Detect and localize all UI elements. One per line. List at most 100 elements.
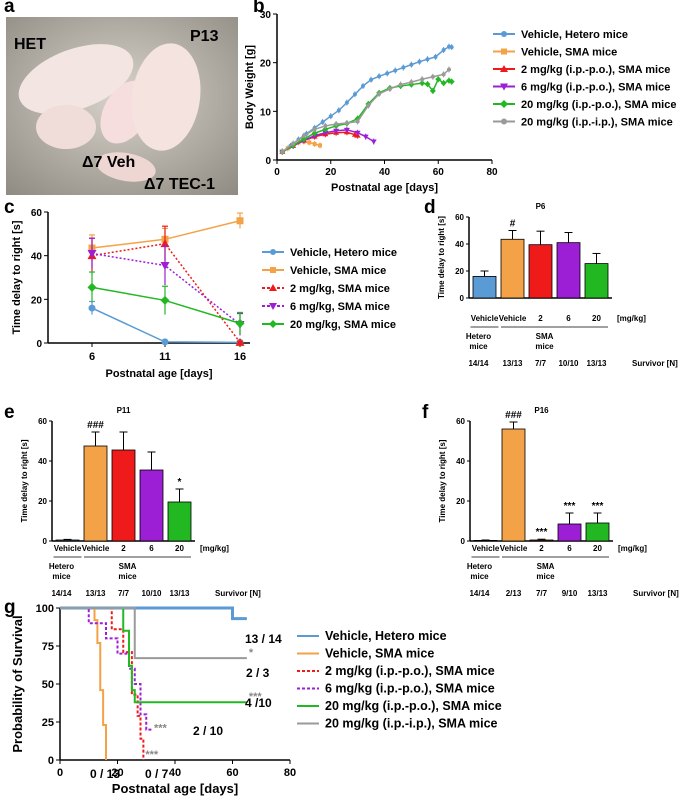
b-point — [312, 127, 317, 132]
g-legend-label-2: 2 mg/kg (i.p.-p.o.), SMA mice — [325, 664, 495, 678]
b-point — [419, 80, 426, 87]
panel-letter-b: b — [253, 0, 265, 17]
b-legend-label-2: 2 mg/kg (i.p.-p.o.), SMA mice — [521, 64, 670, 76]
f-group-label-1b: mice — [536, 572, 555, 581]
b-point — [385, 71, 390, 76]
b-ylabel: Body Weight [g] — [244, 45, 256, 129]
g-star-3: *** — [154, 723, 168, 735]
e-group-label-1b: mice — [118, 572, 137, 581]
c-series-line-2 — [91, 242, 241, 343]
photo-label-het: HET — [14, 36, 46, 53]
b-point — [361, 84, 365, 89]
f-ytick-label: 60 — [456, 417, 465, 426]
f-category-4: 20 — [593, 544, 602, 553]
f-unit-label: [mg/kg] — [618, 544, 647, 553]
c-legend-label-1: Vehicle, SMA mice — [290, 265, 386, 277]
e-bar-4 — [167, 501, 192, 542]
e-survivor-0: 14/14 — [51, 589, 72, 598]
b-point — [433, 54, 438, 59]
e-ytick-label: 60 — [38, 417, 47, 426]
f-ytick-label: 20 — [456, 497, 465, 506]
g-xtick-label: 0 — [57, 767, 63, 779]
f-group-label-0b: mice — [470, 572, 489, 581]
b-point — [441, 72, 446, 77]
b-legend-label-5: 20 mg/kg (i.p.-i.p.), SMA mice — [521, 117, 673, 129]
b-point — [409, 62, 414, 67]
d-bar-3 — [556, 242, 581, 299]
g-ytick-label: 25 — [42, 717, 54, 729]
d-bar-1 — [500, 238, 525, 299]
b-legend-marker-5 — [501, 118, 507, 125]
b-legend-marker-1 — [501, 48, 507, 55]
photo-label-age: P13 — [190, 28, 219, 45]
d-bar-0 — [472, 275, 497, 299]
c-xtick-label: 6 — [89, 351, 95, 363]
b-point — [352, 92, 357, 97]
e-ylabel: Time delay to right [s] — [20, 439, 29, 522]
d-category-3: 6 — [566, 314, 571, 323]
d-bar-4 — [584, 263, 609, 299]
b-point — [328, 114, 333, 119]
f-annotation-1: ### — [505, 410, 522, 421]
g-end-label-1: 0 / 13 — [90, 767, 120, 781]
g-star-4: *** — [249, 691, 263, 703]
g-xtick-label: 40 — [169, 767, 181, 779]
g-legend-label-1: Vehicle, SMA mice — [325, 647, 434, 661]
b-legend-marker-2 — [500, 65, 508, 72]
g-end-label-4: 4 /10 — [245, 696, 272, 710]
b-legend-marker-3 — [500, 83, 508, 91]
c-point — [160, 239, 170, 248]
c-xlabel: Postnatal age [days] — [106, 368, 213, 380]
d-group-label-1b: mice — [535, 342, 554, 351]
b-point — [429, 87, 436, 94]
f-category-3: 6 — [567, 544, 572, 553]
b-point — [449, 45, 454, 50]
g-series-line-1 — [60, 607, 107, 760]
f-group-label-0a: Hetero — [467, 562, 492, 571]
e-bar-3 — [139, 469, 164, 542]
e-survivor-1: 13/13 — [85, 589, 106, 598]
c-point — [161, 338, 169, 346]
b-legend-label-3: 6 mg/kg (i.p.-p.o.), SMA mice — [521, 82, 670, 94]
c-legend-label-2: 2 mg/kg, SMA mice — [290, 283, 390, 295]
b-point — [441, 48, 446, 53]
e-category-0: Vehicle — [54, 544, 82, 553]
b-ytick-label: 0 — [265, 156, 271, 167]
c-point — [236, 217, 244, 225]
b-legend-label-0: Vehicle, Hetero mice — [521, 29, 628, 41]
b-point — [318, 143, 322, 148]
c-ylabel: Time delay to right [s] — [11, 220, 23, 334]
g-star-2: *** — [145, 749, 159, 761]
d-annotation-1: # — [510, 219, 516, 230]
f-group-label-1a: SMA — [537, 562, 555, 571]
f-title: P16 — [534, 406, 549, 415]
f-category-0: Vehicle — [472, 544, 500, 553]
g-ylabel: Probability of Survival — [10, 615, 25, 752]
d-ytick-label: 0 — [460, 294, 465, 303]
e-ytick-label: 20 — [38, 497, 47, 506]
e-category-4: 20 — [175, 544, 184, 553]
b-point — [417, 59, 422, 64]
panel-letter-e: e — [4, 402, 15, 423]
g-series-line-0 — [60, 606, 247, 621]
f-annotation-2: *** — [536, 527, 548, 538]
f-ytick-label: 40 — [456, 457, 465, 466]
photo-label-tec: Δ7 TEC-1 — [144, 176, 215, 193]
c-point — [160, 295, 170, 305]
d-survivor-3: 10/10 — [558, 359, 579, 368]
b-point — [307, 140, 312, 145]
b-legend-label-4: 20 mg/kg (i.p.-p.o.), SMA mice — [521, 99, 676, 111]
b-xtick-label: 60 — [433, 167, 445, 178]
c-point — [235, 318, 245, 328]
e-group-label-1a: SMA — [119, 562, 137, 571]
b-point — [312, 141, 317, 146]
b-point — [323, 123, 328, 128]
e-survivor-label: Survivor [N] — [215, 589, 261, 598]
c-xtick-label: 11 — [159, 351, 171, 363]
e-category-2: 2 — [121, 544, 126, 553]
d-survivor-4: 13/13 — [586, 359, 607, 368]
g-end-label-3: 2 / 10 — [193, 724, 223, 738]
b-point — [280, 149, 285, 154]
b-point — [343, 127, 350, 133]
